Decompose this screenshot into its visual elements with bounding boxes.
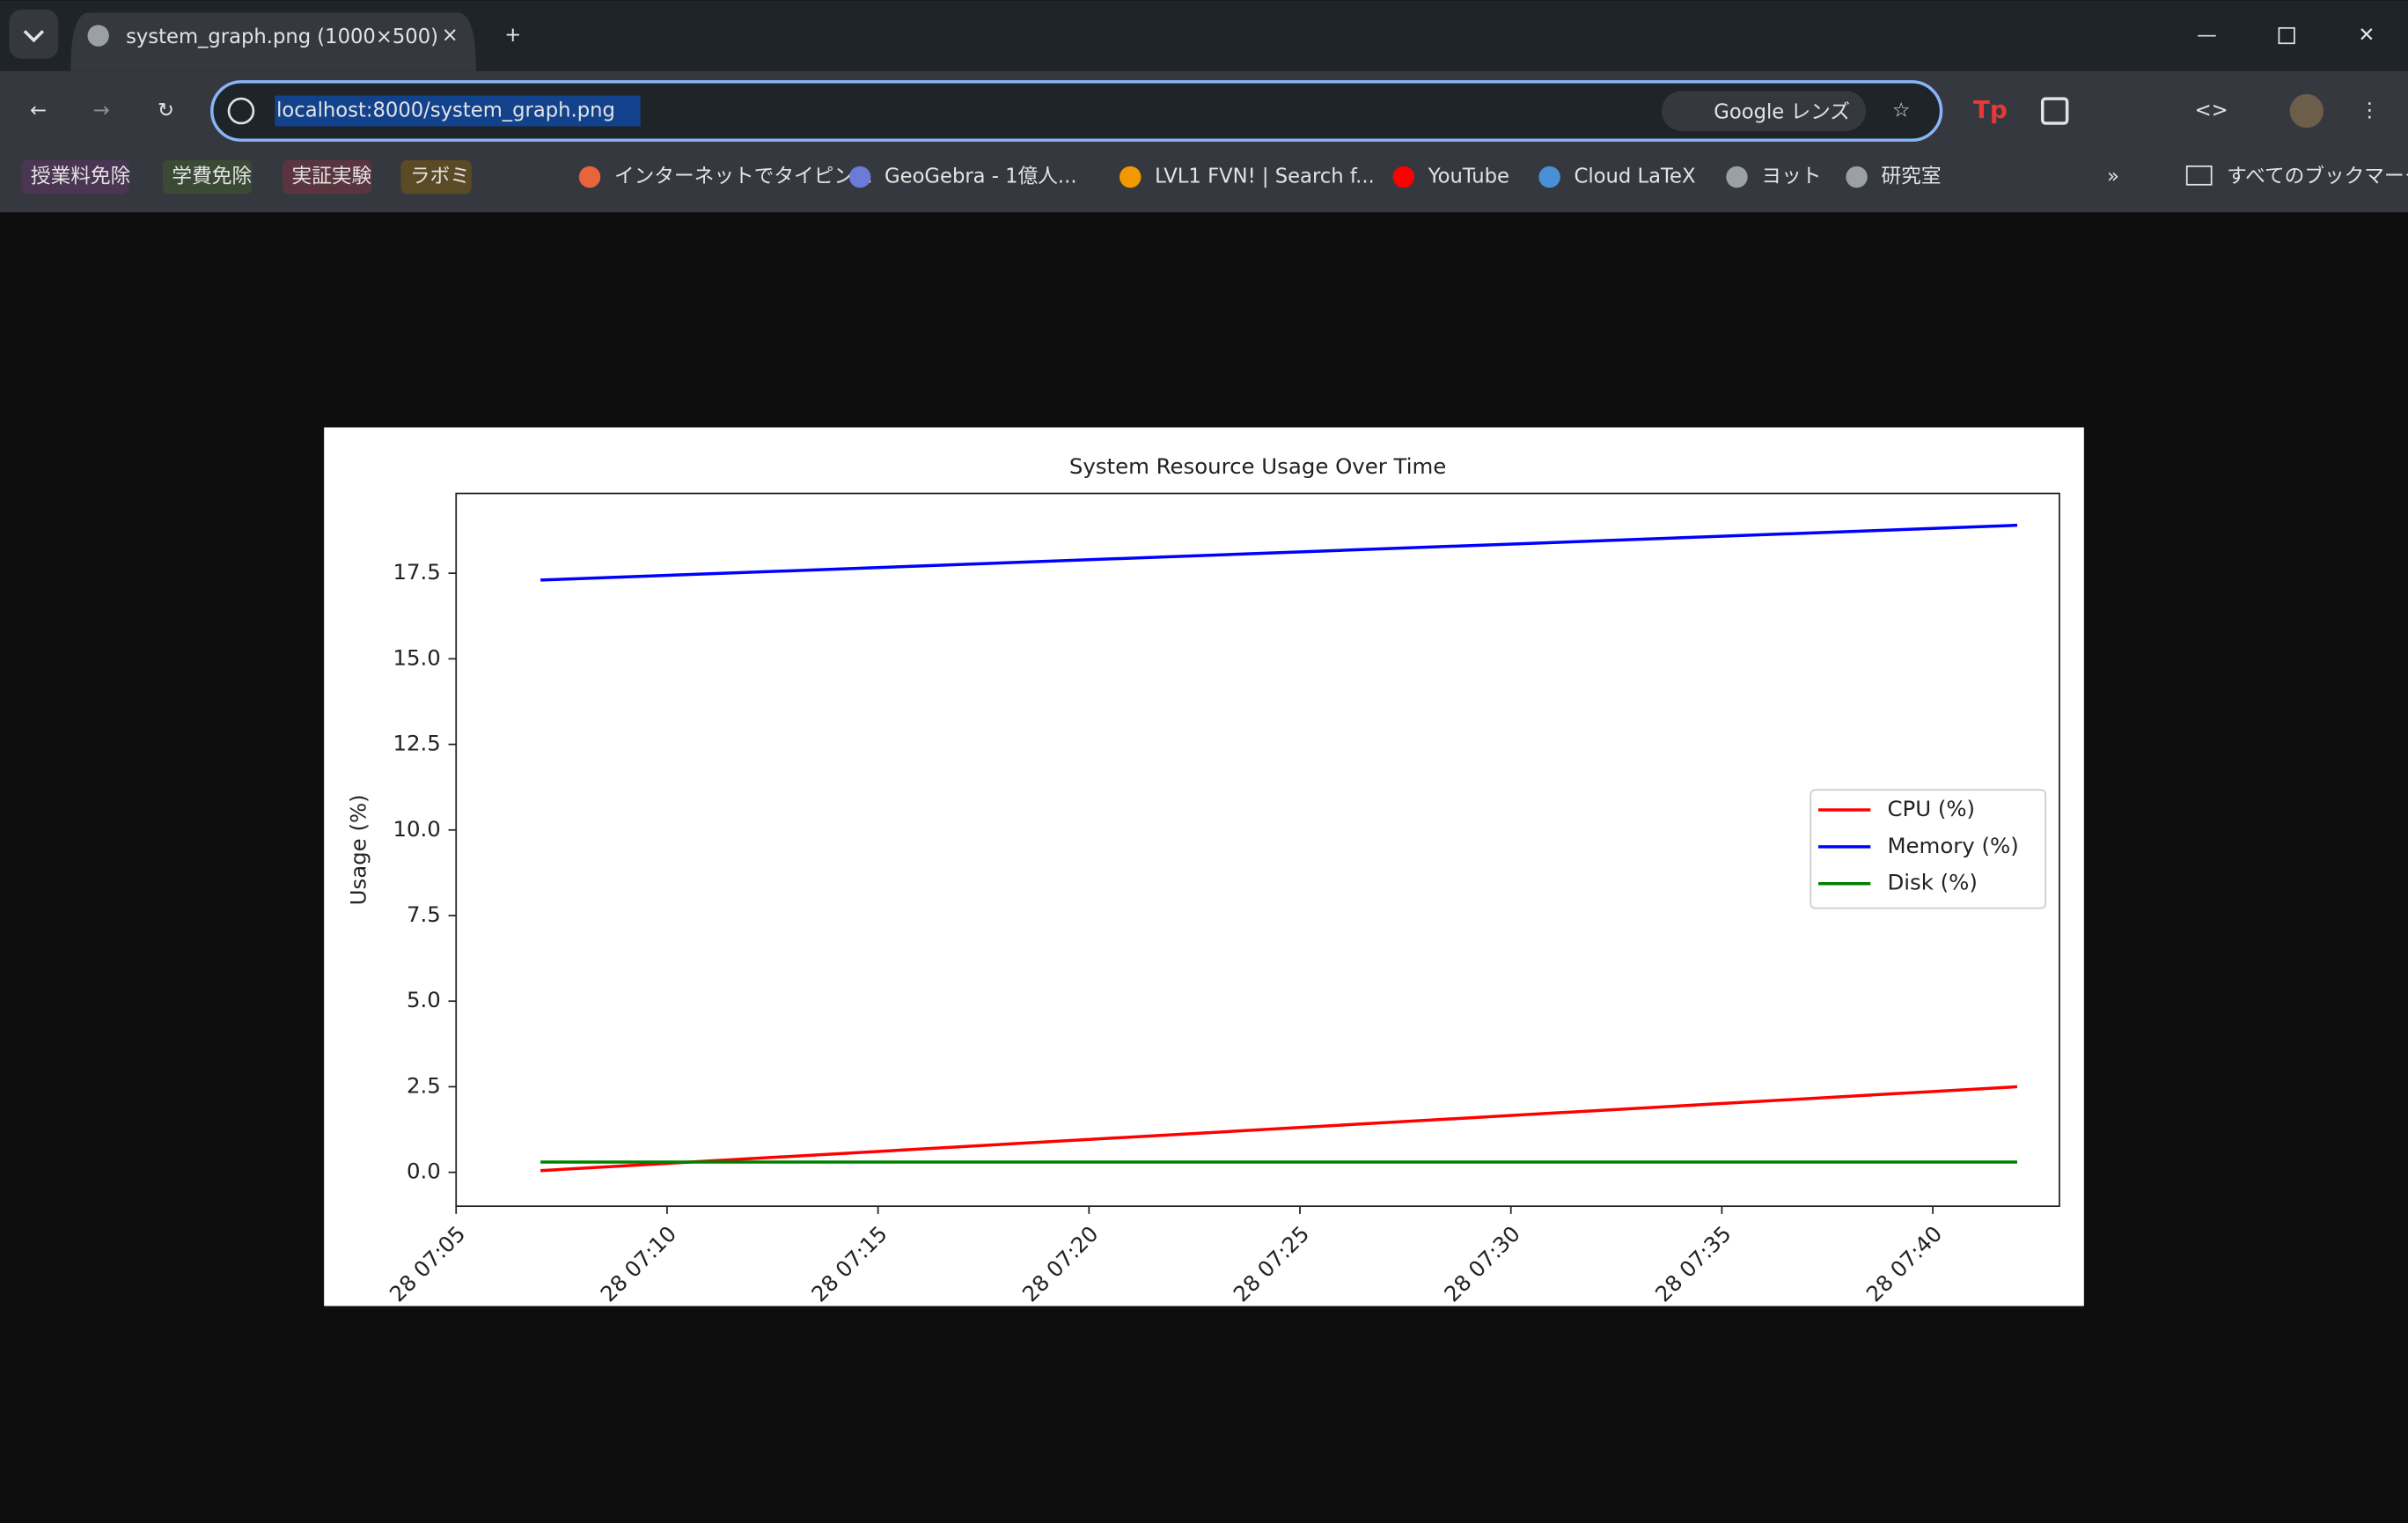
- new-tab[interactable]: +: [504, 24, 521, 47]
- active-tab[interactable]: [70, 12, 476, 71]
- bookmark-favicon: [1120, 166, 1142, 188]
- bookmark[interactable]: インターネットでタイピン...: [614, 166, 873, 188]
- tab-close[interactable]: ×: [442, 24, 459, 47]
- bookmark-chip: [400, 159, 472, 195]
- y-tick-label: 15.0: [393, 644, 440, 670]
- bookmark[interactable]: 実証実験: [292, 166, 372, 188]
- series-line: [540, 523, 2018, 582]
- legend-box: [1810, 789, 2047, 909]
- bookmark[interactable]: 学費免除: [172, 166, 252, 188]
- chevron: [23, 30, 45, 43]
- y-axis-label: Usage (%): [345, 794, 371, 905]
- forward[interactable]: →: [93, 99, 110, 122]
- bookmark-favicon: [1538, 166, 1560, 188]
- site-info[interactable]: [227, 97, 255, 125]
- lens-button[interactable]: [1661, 91, 1867, 131]
- bookmark-favicon: [848, 166, 871, 188]
- bookmark-chip: [162, 159, 253, 195]
- extension-icon[interactable]: Tp: [1973, 95, 2008, 124]
- y-tick-label: 0.0: [407, 1159, 441, 1184]
- chart-title: System Resource Usage Over Time: [1069, 453, 1446, 479]
- bookmark[interactable]: GeoGebra - 1億人...: [885, 166, 1077, 188]
- all-bookmarks[interactable]: すべてのブックマーク: [2227, 166, 2408, 188]
- bookmark[interactable]: YouTube: [1428, 166, 1509, 188]
- menu[interactable]: ⋮: [2360, 99, 2380, 122]
- bookmark[interactable]: ラボミ: [410, 166, 470, 188]
- tab-title: system_graph.png (1000×500): [126, 26, 438, 48]
- bookmark[interactable]: ヨット: [1761, 166, 1821, 188]
- minimize[interactable]: —: [2197, 24, 2217, 47]
- url[interactable]: localhost:8000/system_graph.png: [276, 99, 615, 122]
- address-bar[interactable]: [210, 80, 1943, 142]
- legend-label: Disk (%): [1887, 870, 1977, 895]
- tab-favicon: [87, 25, 109, 47]
- y-tick-label: 5.0: [407, 987, 441, 1012]
- bookmark-chip: [283, 159, 372, 195]
- back[interactable]: ←: [30, 99, 47, 122]
- bookmark-favicon: [1392, 166, 1415, 188]
- folder-icon: [2185, 165, 2213, 186]
- bookmark-favicon: [1726, 166, 1748, 188]
- lens-label: Google レンズ: [1714, 100, 1850, 123]
- devtools[interactable]: <>: [2195, 99, 2228, 122]
- tab-search[interactable]: [9, 9, 59, 59]
- plot-frame: [455, 492, 2060, 1208]
- legend-label: Memory (%): [1887, 833, 2018, 858]
- bookmark-favicon: [1846, 166, 1868, 188]
- bookmark[interactable]: LVL1 FVN! | Search f...: [1155, 166, 1375, 188]
- profile[interactable]: [2289, 93, 2324, 129]
- y-tick-label: 7.5: [407, 901, 441, 927]
- bookmark-chip: [21, 159, 129, 195]
- bookmark[interactable]: 研究室: [1882, 166, 1942, 188]
- url-selection: [275, 95, 641, 127]
- series-line: [540, 1085, 2018, 1173]
- restore[interactable]: [2278, 26, 2295, 45]
- bookmark-bar: 授業料免除 学費免除 実証実験 ラボミ インターネットでタイピン... GeoGebra …: [21, 159, 1942, 195]
- image: [324, 427, 2084, 1306]
- reload[interactable]: ↻: [158, 99, 174, 122]
- legend-label: CPU (%): [1887, 796, 1975, 821]
- bookmark-favicon: [578, 166, 601, 188]
- close-window[interactable]: ✕: [2358, 24, 2375, 47]
- more-bookmarks[interactable]: »: [2107, 166, 2119, 188]
- bookmark[interactable]: Cloud LaTeX: [1575, 166, 1696, 188]
- y-tick-label: 10.0: [393, 816, 440, 842]
- y-tick-label: 17.5: [393, 559, 440, 585]
- y-tick-label: 2.5: [407, 1072, 441, 1098]
- bookmark[interactable]: 授業料免除: [31, 166, 131, 188]
- extensions[interactable]: [2040, 97, 2069, 125]
- bookmark-star[interactable]: ☆: [1892, 99, 1910, 122]
- y-tick-label: 12.5: [393, 731, 440, 756]
